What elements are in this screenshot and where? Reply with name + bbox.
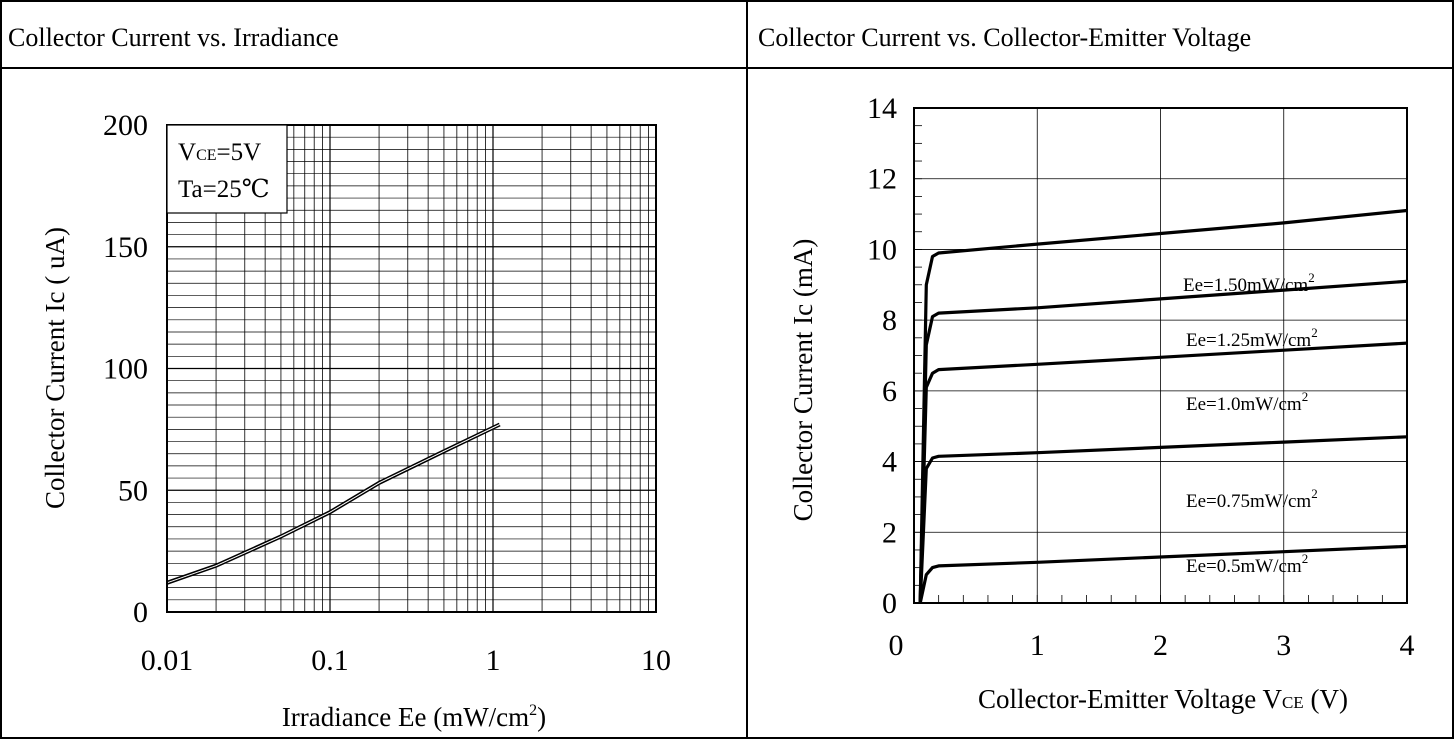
right-y-tick-label: 2 xyxy=(882,516,897,549)
left-plot-border xyxy=(166,124,657,613)
left-series-line-highlight xyxy=(166,424,500,584)
right-series-line xyxy=(918,435,1408,604)
left-xlabel: Irradiance Ee (mW/cm2) xyxy=(282,702,546,732)
right-x-tick-label: 4 xyxy=(1400,629,1415,662)
right-series-line xyxy=(918,279,1408,604)
condition-ta: Ta=25℃ xyxy=(178,176,270,203)
right-series-label: Ee=0.75mW/cm2 xyxy=(1186,486,1318,512)
left-y-tick-label: 100 xyxy=(103,353,148,386)
right-chart-caption: Collector Current vs. Collector-Emitter … xyxy=(758,23,1251,52)
left-ylabel: Collector Current Ic ( uA) xyxy=(40,227,70,509)
left-y-tick-label: 150 xyxy=(103,231,148,264)
left-series xyxy=(166,422,501,585)
left-x-tick-label: 10 xyxy=(641,644,671,677)
left-y-tick-label: 200 xyxy=(103,109,148,142)
right-y-tick-label: 4 xyxy=(882,446,897,479)
right-grid xyxy=(913,107,1408,604)
right-y-tick-label: 12 xyxy=(867,163,897,196)
right-y-tick-label: 8 xyxy=(882,304,897,337)
right-x-tick-label: 0 xyxy=(889,629,904,662)
left-y-tick-label: 50 xyxy=(118,474,148,507)
right-series-label: Ee=1.0mW/cm2 xyxy=(1186,389,1308,415)
left-chart-caption: Collector Current vs. Irradiance xyxy=(8,23,339,52)
right-ylabel: Collector Current Ic (mA) xyxy=(788,239,818,522)
right-series-line xyxy=(918,544,1408,604)
left-x-tick-label: 1 xyxy=(486,644,501,677)
right-x-tick-label: 3 xyxy=(1276,629,1291,662)
right-y-tick-label: 6 xyxy=(882,375,897,408)
left-x-tick-label: 0.1 xyxy=(311,644,349,677)
left-y-tick-label: 0 xyxy=(133,596,148,629)
right-series-line xyxy=(918,341,1408,604)
right-xlabel: Collector-Emitter Voltage VCE (V) xyxy=(978,684,1348,714)
right-series-label: Ee=1.50mW/cm2 xyxy=(1183,270,1315,296)
left-x-tick-label: 0.01 xyxy=(141,644,194,677)
right-series-line xyxy=(918,208,1408,604)
right-y-tick-label: 0 xyxy=(882,587,897,620)
condition-vce: VCE=5V xyxy=(178,139,261,166)
right-x-tick-label: 2 xyxy=(1153,629,1168,662)
right-plot-border xyxy=(913,107,1408,604)
right-x-tick-label: 1 xyxy=(1030,629,1045,662)
right-y-tick-label: 14 xyxy=(867,92,897,125)
right-series-label: Ee=1.25mW/cm2 xyxy=(1186,325,1318,351)
right-series-label: Ee=0.5mW/cm2 xyxy=(1186,551,1308,577)
right-series: Ee=0.5mW/cm2 Ee=0.75mW/cm2 Ee=1.0mW/cm2 Ee=… xyxy=(918,208,1408,604)
right-y-tick-label: 10 xyxy=(867,233,897,266)
condition-box xyxy=(166,124,288,214)
right-chart: Ee=0.5mW/cm2 Ee=0.75mW/cm2 Ee=1.0mW/cm2 Ee=… xyxy=(788,92,1415,714)
